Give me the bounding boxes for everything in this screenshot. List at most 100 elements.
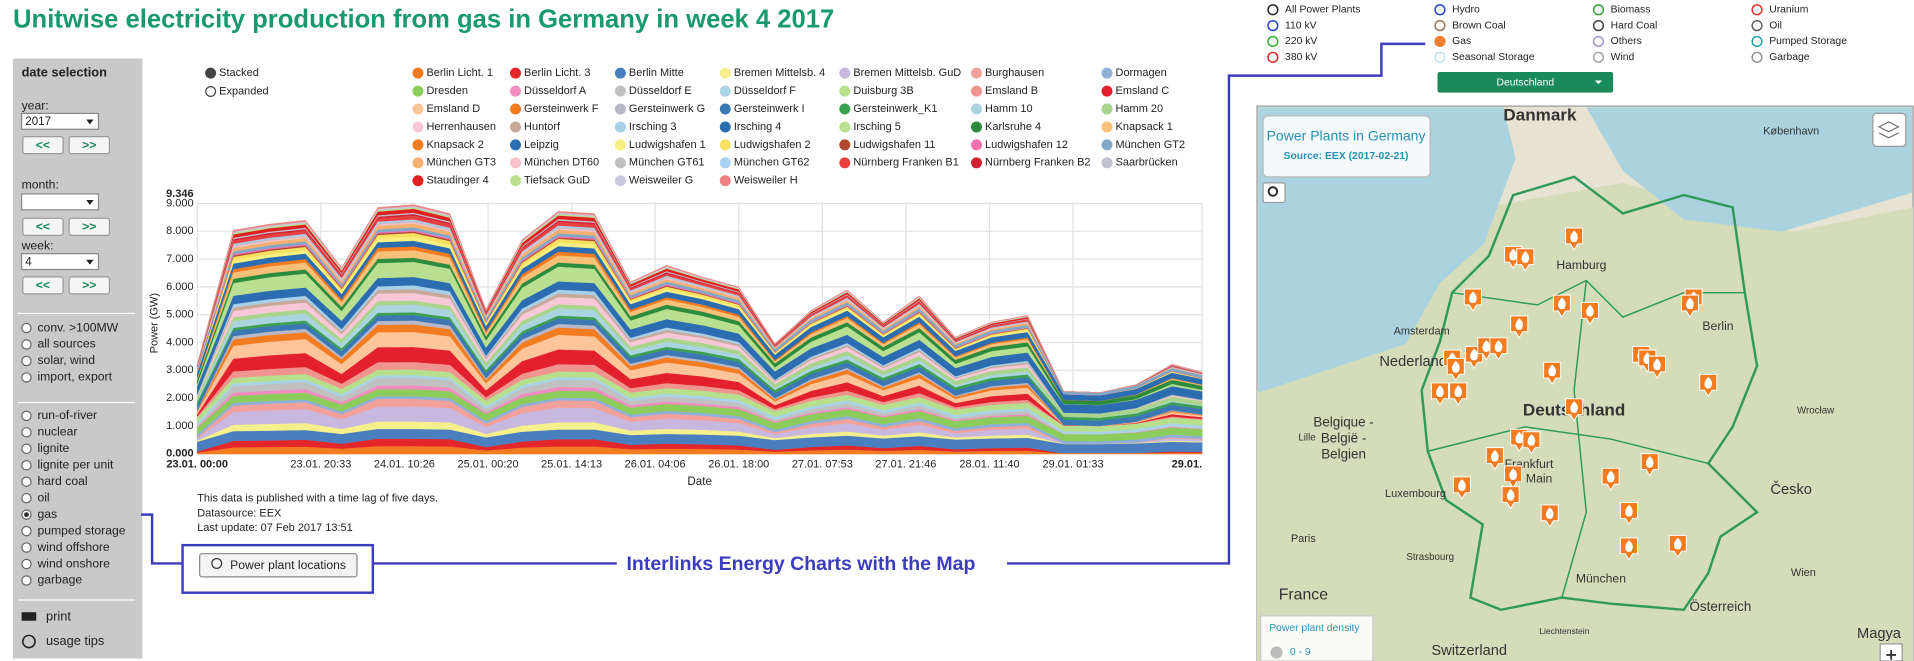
filter-radio[interactable]	[1592, 51, 1605, 63]
month-select[interactable]	[20, 193, 100, 211]
radio-button[interactable]	[21, 575, 32, 586]
legend-marker[interactable]	[1101, 103, 1113, 115]
legend-marker[interactable]	[614, 157, 626, 169]
year-select[interactable]	[20, 112, 100, 130]
legend-marker[interactable]	[971, 121, 983, 133]
locations-button[interactable]	[199, 553, 358, 578]
mode-radio[interactable]	[205, 85, 217, 97]
legend-marker[interactable]	[510, 103, 522, 115]
legend-marker[interactable]	[1101, 139, 1113, 151]
legend-marker[interactable]	[719, 157, 731, 169]
week-select[interactable]	[20, 253, 100, 271]
filter-radio[interactable]	[1434, 20, 1446, 32]
nav-button[interactable]	[68, 135, 111, 155]
filter-radio[interactable]	[1751, 4, 1763, 16]
nav-button[interactable]	[68, 276, 111, 295]
legend-marker[interactable]	[719, 103, 731, 115]
legend-marker[interactable]	[839, 103, 851, 115]
legend-marker[interactable]	[1101, 157, 1113, 169]
filter-radio[interactable]	[1434, 51, 1446, 63]
radio-button[interactable]	[21, 372, 32, 383]
filter-radio[interactable]	[1434, 4, 1446, 16]
radio-button[interactable]	[21, 460, 32, 471]
filter-radio[interactable]	[1751, 35, 1763, 48]
radio-button[interactable]	[21, 410, 32, 422]
map-place-label: Wien	[1791, 567, 1816, 579]
legend-marker[interactable]	[510, 175, 522, 187]
nav-button-label: <<	[36, 220, 50, 234]
region-dropdown[interactable]	[1437, 71, 1614, 93]
legend-marker[interactable]	[971, 103, 983, 115]
filter-radio[interactable]	[1267, 51, 1279, 63]
radio-button[interactable]	[21, 427, 32, 438]
legend-marker[interactable]	[719, 67, 731, 79]
filter-radio[interactable]	[1592, 20, 1605, 32]
print-link[interactable]: print	[46, 608, 71, 623]
marker-flame	[1491, 450, 1499, 462]
legend-marker[interactable]	[510, 157, 522, 169]
legend-marker[interactable]	[1101, 67, 1113, 79]
filter-radio[interactable]	[1751, 51, 1763, 63]
legend-marker[interactable]	[719, 139, 731, 151]
legend-marker[interactable]	[412, 139, 424, 151]
legend-marker[interactable]	[510, 85, 522, 97]
legend-marker[interactable]	[1101, 85, 1113, 97]
annotation-text: Interlinks Energy Charts with the Map	[627, 553, 976, 575]
radio-button[interactable]	[21, 558, 32, 570]
nav-button[interactable]	[22, 135, 64, 155]
legend-marker[interactable]	[614, 139, 626, 151]
radio-button[interactable]	[21, 355, 32, 367]
legend-marker[interactable]	[614, 67, 626, 79]
legend-marker[interactable]	[412, 67, 424, 79]
radio-button[interactable]	[21, 322, 32, 334]
nav-button[interactable]	[22, 276, 64, 295]
legend-marker[interactable]	[510, 139, 522, 151]
radio-button[interactable]	[21, 492, 32, 504]
legend-marker[interactable]	[1101, 121, 1113, 133]
filter-radio[interactable]	[1592, 4, 1605, 16]
marker-flame	[1506, 489, 1515, 501]
radio-button[interactable]	[21, 525, 32, 537]
radio-button[interactable]	[21, 443, 32, 455]
legend-marker[interactable]	[510, 67, 522, 79]
legend-marker[interactable]	[839, 139, 851, 151]
usage-tips-link[interactable]: usage tips	[46, 633, 104, 648]
nav-button[interactable]	[22, 217, 64, 236]
map-search-button[interactable]	[1262, 182, 1286, 204]
legend-marker[interactable]	[839, 121, 851, 133]
nav-button[interactable]	[68, 217, 111, 236]
radio-button[interactable]	[21, 476, 32, 487]
filter-radio[interactable]	[1267, 4, 1279, 16]
legend-marker[interactable]	[719, 175, 731, 187]
legend-marker[interactable]	[719, 85, 731, 97]
legend-marker[interactable]	[412, 103, 424, 115]
radio-button[interactable]	[21, 339, 32, 350]
filter-radio[interactable]	[1434, 35, 1446, 48]
legend-marker[interactable]	[971, 85, 983, 97]
map-layers-button[interactable]	[1872, 112, 1907, 147]
legend-marker[interactable]	[412, 121, 424, 133]
legend-marker[interactable]	[719, 121, 731, 133]
legend-marker[interactable]	[839, 85, 851, 97]
legend-marker[interactable]	[412, 157, 424, 169]
legend-marker[interactable]	[971, 157, 983, 169]
marker-flame	[1545, 507, 1554, 519]
marker-flame	[1509, 248, 1517, 261]
legend-marker[interactable]	[412, 85, 424, 97]
filter-radio[interactable]	[1267, 35, 1279, 48]
legend-marker[interactable]	[839, 157, 851, 169]
legend-marker[interactable]	[839, 67, 851, 79]
legend-marker[interactable]	[971, 139, 983, 151]
mode-radio[interactable]	[205, 67, 217, 79]
legend-marker[interactable]	[614, 103, 626, 115]
legend-marker[interactable]	[510, 121, 522, 133]
legend-marker[interactable]	[614, 175, 626, 187]
legend-marker[interactable]	[614, 85, 626, 97]
legend-marker[interactable]	[412, 175, 424, 187]
legend-marker[interactable]	[971, 67, 983, 79]
filter-radio[interactable]	[1267, 20, 1279, 32]
filter-radio[interactable]	[1751, 20, 1763, 32]
radio-button[interactable]	[21, 542, 32, 553]
filter-radio[interactable]	[1592, 35, 1605, 48]
legend-marker[interactable]	[614, 121, 626, 133]
